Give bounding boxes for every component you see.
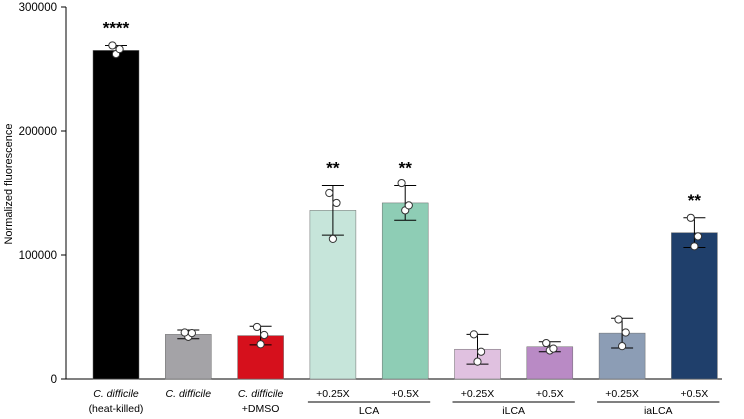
bar-group (454, 330, 501, 380)
significance-label: ** (326, 159, 340, 178)
data-point (477, 347, 486, 356)
category-label: +0.25X (605, 388, 639, 400)
data-point (187, 329, 196, 338)
bar-group: **** (92, 18, 140, 380)
category-label: C. difficile (93, 388, 139, 400)
data-point (549, 344, 558, 353)
y-tick-label: 100000 (19, 250, 57, 262)
category-labels: C. difficile (heat-killed) C. difficile C. … (89, 388, 709, 415)
group-label: iLCA (502, 405, 525, 417)
bar-group (165, 328, 212, 380)
y-ticks: 0 100000 200000 300000 (19, 2, 66, 386)
data-point (469, 330, 478, 339)
bar-group: ** (671, 191, 718, 380)
bar (381, 202, 429, 380)
category-label: +0.5X (681, 388, 709, 400)
data-point (108, 41, 117, 50)
data-point (621, 328, 630, 337)
y-tick-label: 0 (51, 374, 57, 386)
data-point (473, 357, 482, 366)
bar-group: ** (309, 159, 357, 380)
category-label: +0.25X (316, 388, 350, 400)
data-point (260, 330, 269, 340)
data-point (614, 315, 623, 324)
bar-group (598, 315, 646, 380)
data-point (115, 45, 124, 54)
data-point (325, 188, 334, 198)
y-tick-label: 300000 (19, 2, 57, 14)
bar-group (526, 338, 574, 380)
significance-label: **** (103, 18, 130, 37)
data-point (404, 201, 413, 210)
category-label: C. difficile (166, 388, 212, 400)
bar-group (237, 322, 284, 380)
data-point (693, 232, 703, 241)
bar (165, 334, 212, 380)
significance-label: ** (688, 191, 702, 210)
y-axis-title: Normalized fluorescence (3, 123, 15, 244)
bar-group: ** (381, 159, 429, 380)
group-label: LCA (359, 405, 379, 417)
data-point (542, 338, 551, 348)
bars: ****** **** (92, 18, 718, 380)
category-label: +0.5X (536, 388, 564, 400)
category-sublabel: +DMSO (242, 403, 280, 415)
category-label: C. difficile (238, 388, 284, 400)
category-sublabel: (heat-killed) (89, 403, 144, 415)
data-point (690, 242, 699, 251)
data-point (618, 342, 627, 351)
data-point (328, 234, 337, 243)
bar (671, 232, 718, 380)
y-axis: 0 100000 200000 300000 Normalized fluoresce… (3, 2, 67, 386)
group-label: iaLCA (644, 405, 673, 417)
data-point (256, 340, 265, 349)
data-point (397, 178, 406, 188)
bar (92, 50, 140, 380)
y-tick-label: 200000 (19, 126, 57, 138)
data-point (686, 213, 695, 222)
category-label: +0.5X (391, 388, 419, 400)
data-point (332, 198, 341, 208)
significance-label: ** (399, 159, 413, 178)
data-point (180, 328, 189, 337)
category-label: +0.25X (461, 388, 495, 400)
data-point (252, 322, 262, 332)
group-labels: LCA iLCA iaLCA (307, 401, 720, 417)
